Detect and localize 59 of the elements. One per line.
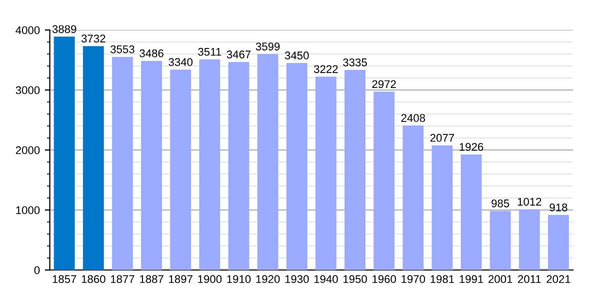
- data-label: 3889: [52, 25, 76, 34]
- x-tick-label: 1877: [110, 275, 134, 284]
- data-label: 985: [492, 199, 510, 208]
- x-tick-label: 2011: [518, 275, 541, 284]
- bar: [54, 36, 75, 270]
- data-label: 3222: [314, 65, 338, 74]
- data-label: 2077: [430, 134, 454, 142]
- bar: [344, 70, 366, 270]
- x-tick-label: 1950: [343, 275, 367, 284]
- bar: [548, 214, 569, 270]
- data-label: 3467: [226, 50, 251, 58]
- x-tick-label: 1920: [256, 275, 280, 284]
- data-label: 2408: [401, 114, 426, 122]
- x-tick-label: 1887: [140, 275, 164, 284]
- data-label: 3450: [284, 52, 309, 60]
- data-label: 3340: [168, 58, 193, 66]
- x-tick-label: 1960: [372, 275, 396, 284]
- y-tick-label: 2000: [16, 146, 40, 154]
- x-tick-label: 1930: [285, 275, 309, 284]
- data-label: 918: [550, 203, 568, 212]
- bar: [460, 154, 482, 270]
- bar: [490, 210, 511, 270]
- data-label: 3335: [343, 58, 367, 66]
- bar: [141, 60, 162, 270]
- x-tick-label: 1897: [169, 275, 192, 284]
- x-tick-label: 1857: [52, 275, 76, 284]
- bar: [170, 70, 192, 270]
- data-label: 3511: [198, 48, 222, 56]
- bar: [374, 92, 395, 270]
- x-tick-label: 1970: [402, 275, 426, 284]
- bar: [432, 145, 453, 270]
- x-tick-label: 1991: [460, 275, 484, 284]
- bar: [315, 76, 336, 270]
- y-tick-label: 3000: [16, 86, 40, 94]
- data-label: 3599: [256, 42, 280, 50]
- bar: [228, 62, 250, 270]
- data-label: 1926: [460, 142, 484, 151]
- data-label: 3732: [81, 34, 106, 42]
- y-tick-label: 0: [34, 266, 40, 274]
- y-tick-label: 4000: [16, 26, 40, 34]
- data-label: 3486: [140, 49, 164, 58]
- data-label: 3553: [110, 45, 134, 54]
- data-label: 2972: [372, 80, 396, 88]
- x-tick-label: 1910: [227, 275, 251, 284]
- x-tick-label: 1940: [314, 275, 338, 284]
- data-label: 1012: [518, 198, 542, 206]
- y-tick-label: 1000: [16, 206, 40, 214]
- bar: [257, 54, 278, 270]
- x-tick-label: 2001: [488, 275, 512, 284]
- x-tick-label: 1981: [430, 275, 454, 284]
- bar: [112, 56, 133, 270]
- bar: [518, 209, 540, 270]
- bar: [402, 126, 424, 270]
- x-tick-label: 2021: [546, 275, 570, 284]
- bar: [199, 59, 220, 270]
- bar: [286, 63, 308, 270]
- bar: [82, 46, 104, 270]
- x-tick-label: 1860: [82, 275, 106, 284]
- x-tick-label: 1900: [198, 275, 222, 284]
